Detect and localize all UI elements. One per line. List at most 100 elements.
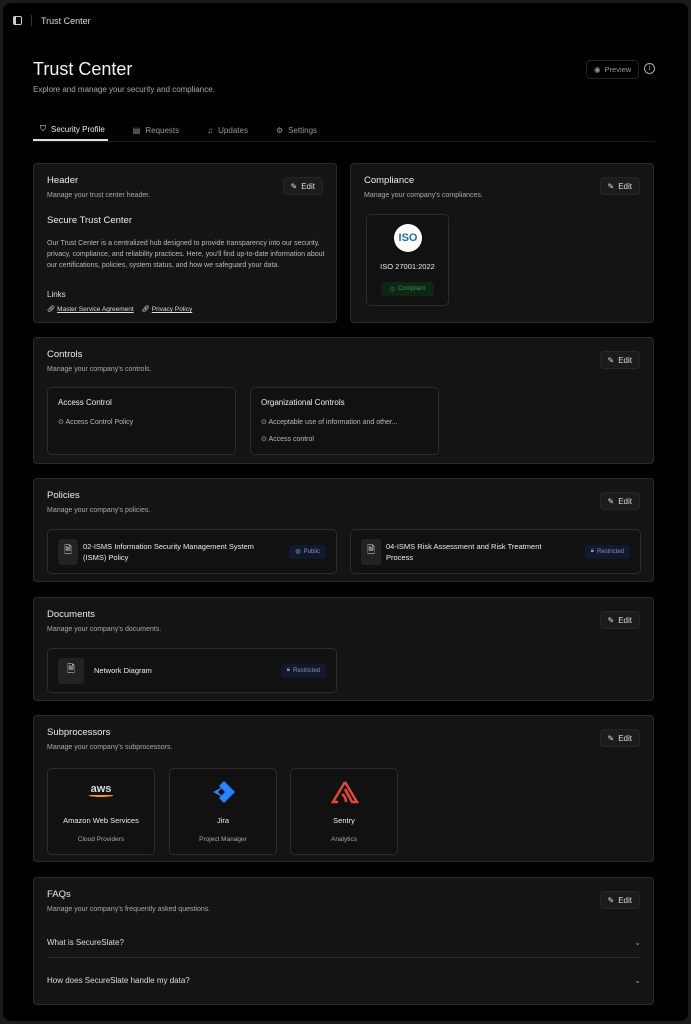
- edit-label: Edit: [618, 615, 632, 625]
- control-item: ⊙ Acceptable use of information and othe…: [261, 419, 398, 426]
- card-title: FAQs: [47, 889, 71, 900]
- card-title: Subprocessors: [47, 727, 111, 738]
- chevron-down-icon: ⌄: [634, 938, 641, 947]
- link-label: Privacy Policy: [151, 306, 193, 313]
- control-group[interactable]: Access Control ⊙ Access Control Policy: [47, 387, 236, 455]
- page-title: Trust Center: [33, 59, 133, 79]
- document-icon: 🗎︎: [58, 538, 78, 565]
- preview-label: Preview: [604, 65, 632, 74]
- links-label: Links: [47, 290, 66, 299]
- subprocessor-category: Analytics: [330, 836, 357, 843]
- tab-label: Settings: [288, 125, 318, 135]
- tab-settings[interactable]: ⚙ Settings: [269, 119, 320, 141]
- controls-card: Controls Manage your company's controls.…: [33, 337, 654, 464]
- bell-icon: ♫: [207, 125, 214, 135]
- edit-button[interactable]: ✎ Edit: [599, 351, 640, 369]
- card-subtitle: Manage your company's documents.: [47, 626, 162, 633]
- document-icon: 🗎︎: [58, 657, 84, 684]
- sidebar-toggle-icon[interactable]: [13, 16, 22, 25]
- link-privacy-policy[interactable]: 🔗︎ Privacy Policy: [142, 305, 193, 313]
- subprocessor-item[interactable]: Jira Project Manager: [169, 768, 277, 855]
- edit-icon: ✎: [607, 895, 615, 905]
- card-subtitle: Manage your company's controls.: [47, 366, 152, 373]
- status-badge: ⊙ Compliant: [381, 282, 434, 296]
- topbar: Trust Center: [13, 15, 91, 26]
- check-circle-icon: ⊙: [389, 286, 395, 293]
- edit-button[interactable]: ✎ Edit: [599, 729, 640, 747]
- link-icon: 🔗︎: [47, 306, 56, 313]
- edit-label: Edit: [618, 733, 632, 743]
- sentry-logo: [331, 781, 359, 804]
- faq-question: What is SecureSlate?: [47, 938, 124, 947]
- clipboard-icon: ▤: [132, 125, 141, 135]
- policy-item[interactable]: 🗎︎ 04-ISMS Risk Assessment and Risk Trea…: [350, 529, 641, 574]
- page-subtitle: Explore and manage your security and com…: [33, 85, 215, 94]
- card-subtitle: Manage your trust center header.: [47, 192, 151, 199]
- info-icon[interactable]: i: [644, 63, 655, 74]
- tab-updates[interactable]: ♫ Updates: [200, 119, 251, 141]
- card-title: Policies: [47, 490, 80, 501]
- badge-label: Restricted: [292, 667, 320, 674]
- edit-icon: ✎: [607, 615, 615, 625]
- iso-logo-text: ISO: [398, 232, 418, 244]
- policy-name: 02-ISMS Information Security Management …: [83, 541, 254, 562]
- tab-requests[interactable]: ▤ Requests: [126, 119, 182, 141]
- edit-button[interactable]: ✎ Edit: [599, 492, 640, 510]
- header-heading: Secure Trust Center: [47, 215, 133, 226]
- card-subtitle: Manage your company's policies.: [47, 507, 151, 514]
- edit-button[interactable]: ✎ Edit: [599, 891, 640, 909]
- lock-icon: 🔒︎: [590, 548, 594, 554]
- edit-icon: ✎: [607, 355, 615, 365]
- chevron-down-icon: ⌄: [634, 976, 641, 985]
- edit-label: Edit: [618, 355, 632, 365]
- subprocessor-item[interactable]: Sentry Analytics: [290, 768, 398, 855]
- tab-bar: ⛉ Security Profile ▤ Requests ♫ Updates ⚙ Se…: [33, 119, 654, 142]
- edit-button[interactable]: ✎ Edit: [282, 177, 323, 195]
- subprocessor-name: Sentry: [333, 816, 355, 825]
- visibility-badge: 🔒︎ Restricted: [584, 544, 630, 559]
- edit-icon: ✎: [607, 733, 615, 743]
- subprocessor-item[interactable]: aws Amazon Web Services Cloud Providers: [47, 768, 155, 855]
- link-label: Master Service Agreement: [57, 306, 134, 313]
- control-item-label: Access control: [268, 436, 314, 443]
- divider: [31, 15, 32, 26]
- subprocessor-category: Project Manager: [199, 836, 247, 843]
- badge-label: Public: [303, 548, 320, 555]
- card-title: Header: [47, 175, 79, 186]
- visibility-badge: ◍ Public: [289, 544, 326, 559]
- link-master-service-agreement[interactable]: 🔗︎ Master Service Agreement: [47, 305, 134, 313]
- visibility-badge: 🔒︎ Restricted: [280, 663, 326, 678]
- shield-icon: ⛉: [40, 124, 46, 133]
- faq-item[interactable]: How does SecureSlate handle my data? ⌄: [47, 976, 641, 985]
- divider: [47, 957, 641, 958]
- edit-button[interactable]: ✎ Edit: [599, 177, 640, 195]
- subprocessor-category: Cloud Providers: [77, 836, 125, 843]
- document-item[interactable]: 🗎︎ Network Diagram 🔒︎ Restricted: [47, 648, 337, 693]
- edit-icon: ✎: [607, 181, 615, 191]
- header-card: Header Manage your trust center header. …: [33, 163, 337, 323]
- compliance-card: Compliance Manage your company's complia…: [350, 163, 654, 323]
- card-title: Controls: [47, 349, 83, 360]
- faqs-card: FAQs Manage your company's frequently as…: [33, 877, 654, 1005]
- policies-card: Policies Manage your company's policies.…: [33, 478, 654, 582]
- lock-icon: 🔒︎: [286, 667, 290, 673]
- faq-item[interactable]: What is SecureSlate? ⌄: [47, 938, 641, 947]
- document-name: Network Diagram: [94, 666, 152, 675]
- edit-label: Edit: [301, 181, 315, 191]
- breadcrumb-title: Trust Center: [41, 15, 91, 26]
- compliance-item[interactable]: ISO ISO 27001:2022 ⊙ Compliant: [366, 214, 449, 306]
- tab-security-profile[interactable]: ⛉ Security Profile: [33, 119, 108, 141]
- app-frame: Trust Center Trust Center Explore and ma…: [3, 3, 688, 1021]
- control-group-name: Access Control: [58, 398, 112, 407]
- compliance-name: ISO 27001:2022: [380, 262, 435, 271]
- edit-button[interactable]: ✎ Edit: [599, 611, 640, 629]
- jira-logo: [213, 781, 235, 803]
- control-group[interactable]: Organizational Controls ⊙ Acceptable use…: [250, 387, 439, 455]
- preview-button[interactable]: ◉ Preview: [586, 60, 640, 79]
- edit-icon: ✎: [290, 181, 298, 191]
- policy-item[interactable]: 🗎︎ 02-ISMS Information Security Manageme…: [47, 529, 337, 574]
- card-subtitle: Manage your company's frequently asked q…: [47, 906, 211, 913]
- edit-label: Edit: [618, 181, 632, 191]
- subprocessor-name: Amazon Web Services: [63, 816, 139, 825]
- card-title: Documents: [47, 609, 96, 620]
